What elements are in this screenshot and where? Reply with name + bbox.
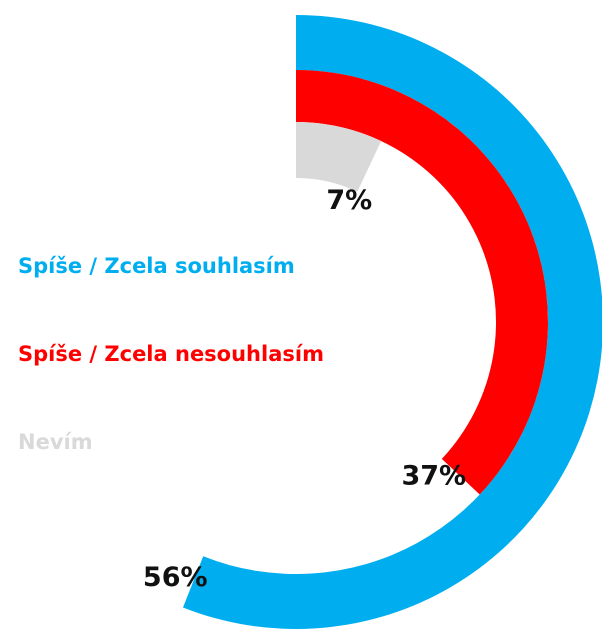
legend-label: Nevím [18,430,93,454]
value-label: 37% [401,460,466,491]
value-label: 56% [143,562,208,593]
legend-label: Spíše / Zcela souhlasím [18,254,295,278]
legend-label: Spíše / Zcela nesouhlasím [18,342,324,366]
value-label: 7% [326,185,372,216]
radial-bar [296,70,548,495]
radial-bar [182,15,602,629]
radial-bar [296,122,382,192]
